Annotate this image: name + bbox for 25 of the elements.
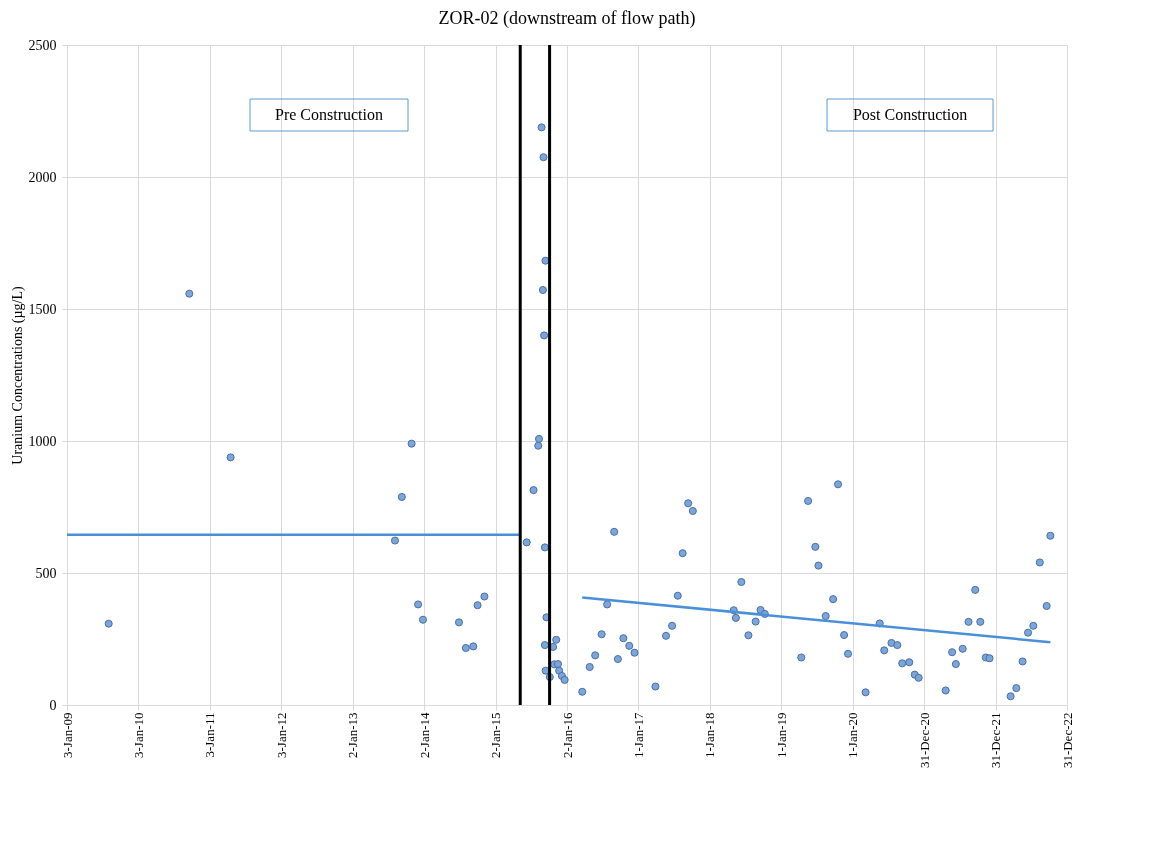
- x-tick-label: 2-Jan-15: [488, 712, 504, 758]
- x-tick-label: 31-Dec-21: [988, 712, 1004, 769]
- x-tick-label: 3-Jan-12: [273, 712, 289, 758]
- y-axis-title: Uranium Concentrations (µg/L): [9, 285, 26, 465]
- annotation: Pre Construction: [275, 106, 383, 123]
- x-tick-label: 1-Jan-17: [630, 712, 646, 758]
- y-tick-label: 1500: [28, 301, 57, 317]
- x-tick-label: 31-Dec-20: [916, 712, 932, 769]
- x-tick-label: 3-Jan-10: [130, 712, 146, 758]
- x-tick-label: 2-Jan-14: [416, 712, 432, 758]
- x-tick-label: 1-Jan-18: [702, 712, 718, 758]
- x-tick-label: 2-Jan-16: [559, 712, 575, 758]
- annotation: Post Construction: [852, 106, 968, 123]
- y-tick-label: 500: [35, 565, 57, 581]
- y-tick-label: 0: [49, 697, 57, 713]
- x-tick-label: 1-Jan-19: [773, 712, 789, 758]
- chart-title: ZOR-02 (downstream of flow path): [438, 8, 696, 29]
- y-tick-label: 1000: [28, 433, 57, 449]
- x-tick-label: 3-Jan-11: [202, 712, 218, 758]
- x-tick-label: 3-Jan-09: [59, 712, 75, 758]
- x-tick-label: 31-Dec-22: [1059, 712, 1075, 769]
- x-tick-label: 2-Jan-13: [345, 712, 361, 758]
- y-tick-label: 2500: [28, 37, 57, 53]
- y-tick-label: 2000: [28, 169, 57, 185]
- x-tick-label: 1-Jan-20: [845, 712, 861, 758]
